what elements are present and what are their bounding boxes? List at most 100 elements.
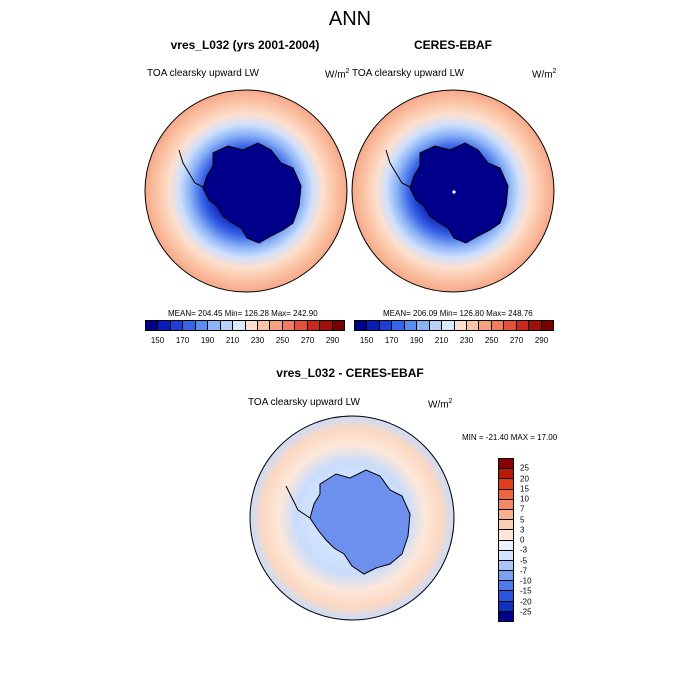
colorbar-swatch	[404, 321, 418, 330]
colorbar-swatch	[499, 459, 513, 470]
colorbar-swatch	[454, 321, 467, 330]
colorbar-tick-label: 290	[325, 336, 340, 345]
colorbar-tick-label: 15	[520, 484, 529, 494]
colorbar-swatch	[479, 321, 492, 330]
colorbar-tick-label: 170	[175, 336, 190, 345]
colorbar-swatch	[442, 321, 455, 330]
colorbar-swatch	[499, 469, 513, 480]
colorbar-swatch	[499, 571, 513, 582]
panel-2-polar-map	[351, 89, 555, 293]
diff-panel-polar-map	[249, 415, 455, 621]
colorbar-tick-label: -10	[520, 576, 532, 586]
colorbar-swatch	[392, 321, 405, 330]
colorbar-swatch	[417, 321, 430, 330]
colorbar-swatch	[367, 321, 380, 330]
colorbar-swatch	[220, 321, 234, 330]
colorbar-swatch	[183, 321, 196, 330]
colorbar-swatch	[516, 321, 530, 330]
panel-1-antarctica-outline	[202, 142, 302, 244]
colorbar-tick-label: 250	[275, 336, 290, 345]
colorbar-tick-label: 10	[520, 494, 529, 504]
colorbar-tick-label: 150	[359, 336, 374, 345]
panel-2-peninsula-outline	[385, 149, 413, 189]
colorbar-tick-label: 270	[509, 336, 524, 345]
diff-panel-units: W/m2	[428, 398, 453, 411]
colorbar-swatch	[499, 540, 513, 551]
panel-2-title: CERES-EBAF	[413, 38, 492, 52]
panel-1-title: vres_L032 (yrs 2001-2004)	[170, 38, 320, 52]
colorbar-swatch	[332, 321, 344, 330]
colorbar-swatch	[466, 321, 480, 330]
colorbar-tick-label: 230	[250, 336, 265, 345]
colorbar-tick-label: -3	[520, 545, 528, 555]
colorbar-tick-label: 210	[225, 336, 240, 345]
diff-panel-antarctica-outline	[309, 469, 411, 575]
diff-panel-peninsula-outline	[285, 485, 311, 519]
colorbar-tick-label: 190	[200, 336, 215, 345]
panel-1-stats: MEAN= 204.45 Min= 126.28 Max= 242.90	[168, 309, 318, 318]
colorbar-swatch	[499, 530, 513, 541]
panel-2-variable-label: TOA clearsky upward LW	[352, 68, 464, 79]
colorbar-tick-label: -20	[520, 597, 532, 606]
colorbar-swatch	[499, 520, 513, 531]
colorbar-tick-label: 0	[520, 535, 525, 545]
colorbar-swatch	[233, 321, 246, 330]
diff-panel-colorbar-ticks: 25 20 15 10 7 5 3 0 -3 -5 -7 -10 -15 -20 -25	[520, 458, 560, 622]
panel-2-colorbar	[354, 320, 554, 331]
panel-1-colorbar-ticks: 150 170 190 210 230 250 270 290	[145, 336, 345, 346]
colorbar-tick-label: 20	[520, 474, 529, 483]
colorbar-tick-label: 3	[520, 525, 525, 535]
colorbar-swatch	[499, 601, 513, 612]
colorbar-tick-label: -25	[520, 607, 532, 617]
colorbar-swatch	[170, 321, 184, 330]
colorbar-swatch	[208, 321, 221, 330]
colorbar-tick-label: 290	[534, 336, 549, 345]
colorbar-swatch	[499, 611, 513, 621]
colorbar-tick-label: 190	[409, 336, 424, 345]
colorbar-tick-label: 170	[384, 336, 399, 345]
colorbar-tick-label: -7	[520, 566, 528, 576]
colorbar-swatch	[307, 321, 321, 330]
colorbar-tick-label: 150	[150, 336, 165, 345]
colorbar-swatch	[499, 550, 513, 561]
diff-panel-stats: MIN = -21.40 MAX = 17.00	[462, 433, 558, 442]
colorbar-swatch	[245, 321, 258, 330]
colorbar-swatch	[529, 321, 542, 330]
colorbar-tick-label: 230	[459, 336, 474, 345]
diff-panel-colorbar	[498, 458, 514, 622]
colorbar-tick-label: -15	[520, 586, 532, 596]
colorbar-swatch	[320, 321, 333, 330]
colorbar-swatch	[429, 321, 443, 330]
colorbar-swatch	[270, 321, 283, 330]
colorbar-swatch	[282, 321, 296, 330]
panel-1-colorbar	[145, 320, 345, 331]
colorbar-tick-label: 25	[520, 463, 529, 473]
colorbar-tick-label: 250	[484, 336, 499, 345]
colorbar-tick-label: 7	[520, 504, 525, 514]
panel-2-stats: MEAN= 206.09 Min= 126.80 Max= 248.76	[383, 309, 533, 318]
panel-2-colorbar-ticks: 150 170 190 210 230 250 270 290	[354, 336, 554, 346]
colorbar-swatch	[295, 321, 308, 330]
panel-1-variable-label: TOA clearsky upward LW	[147, 68, 259, 79]
diff-panel-title: vres_L032 - CERES-EBAF	[276, 366, 424, 380]
colorbar-swatch	[257, 321, 271, 330]
colorbar-tick-label: -5	[520, 556, 528, 565]
colorbar-swatch	[355, 321, 368, 330]
colorbar-swatch	[499, 560, 513, 572]
panel-2-units: W/m2	[532, 68, 557, 81]
colorbar-swatch	[379, 321, 393, 330]
figure-title: ANN	[328, 8, 372, 30]
panel-1-peninsula-outline	[178, 149, 206, 189]
colorbar-swatch	[499, 489, 513, 500]
panel-1-polar-map	[144, 89, 348, 293]
colorbar-swatch	[504, 321, 517, 330]
colorbar-tick-label: 270	[300, 336, 315, 345]
colorbar-swatch	[541, 321, 553, 330]
panel-2-pole-marker	[452, 190, 456, 194]
panel-1-units: W/m2	[325, 68, 350, 81]
colorbar-swatch	[491, 321, 505, 330]
colorbar-swatch	[499, 509, 513, 521]
colorbar-swatch	[146, 321, 159, 330]
colorbar-tick-label: 5	[520, 515, 525, 524]
panel-2-antarctica-outline	[409, 142, 509, 244]
